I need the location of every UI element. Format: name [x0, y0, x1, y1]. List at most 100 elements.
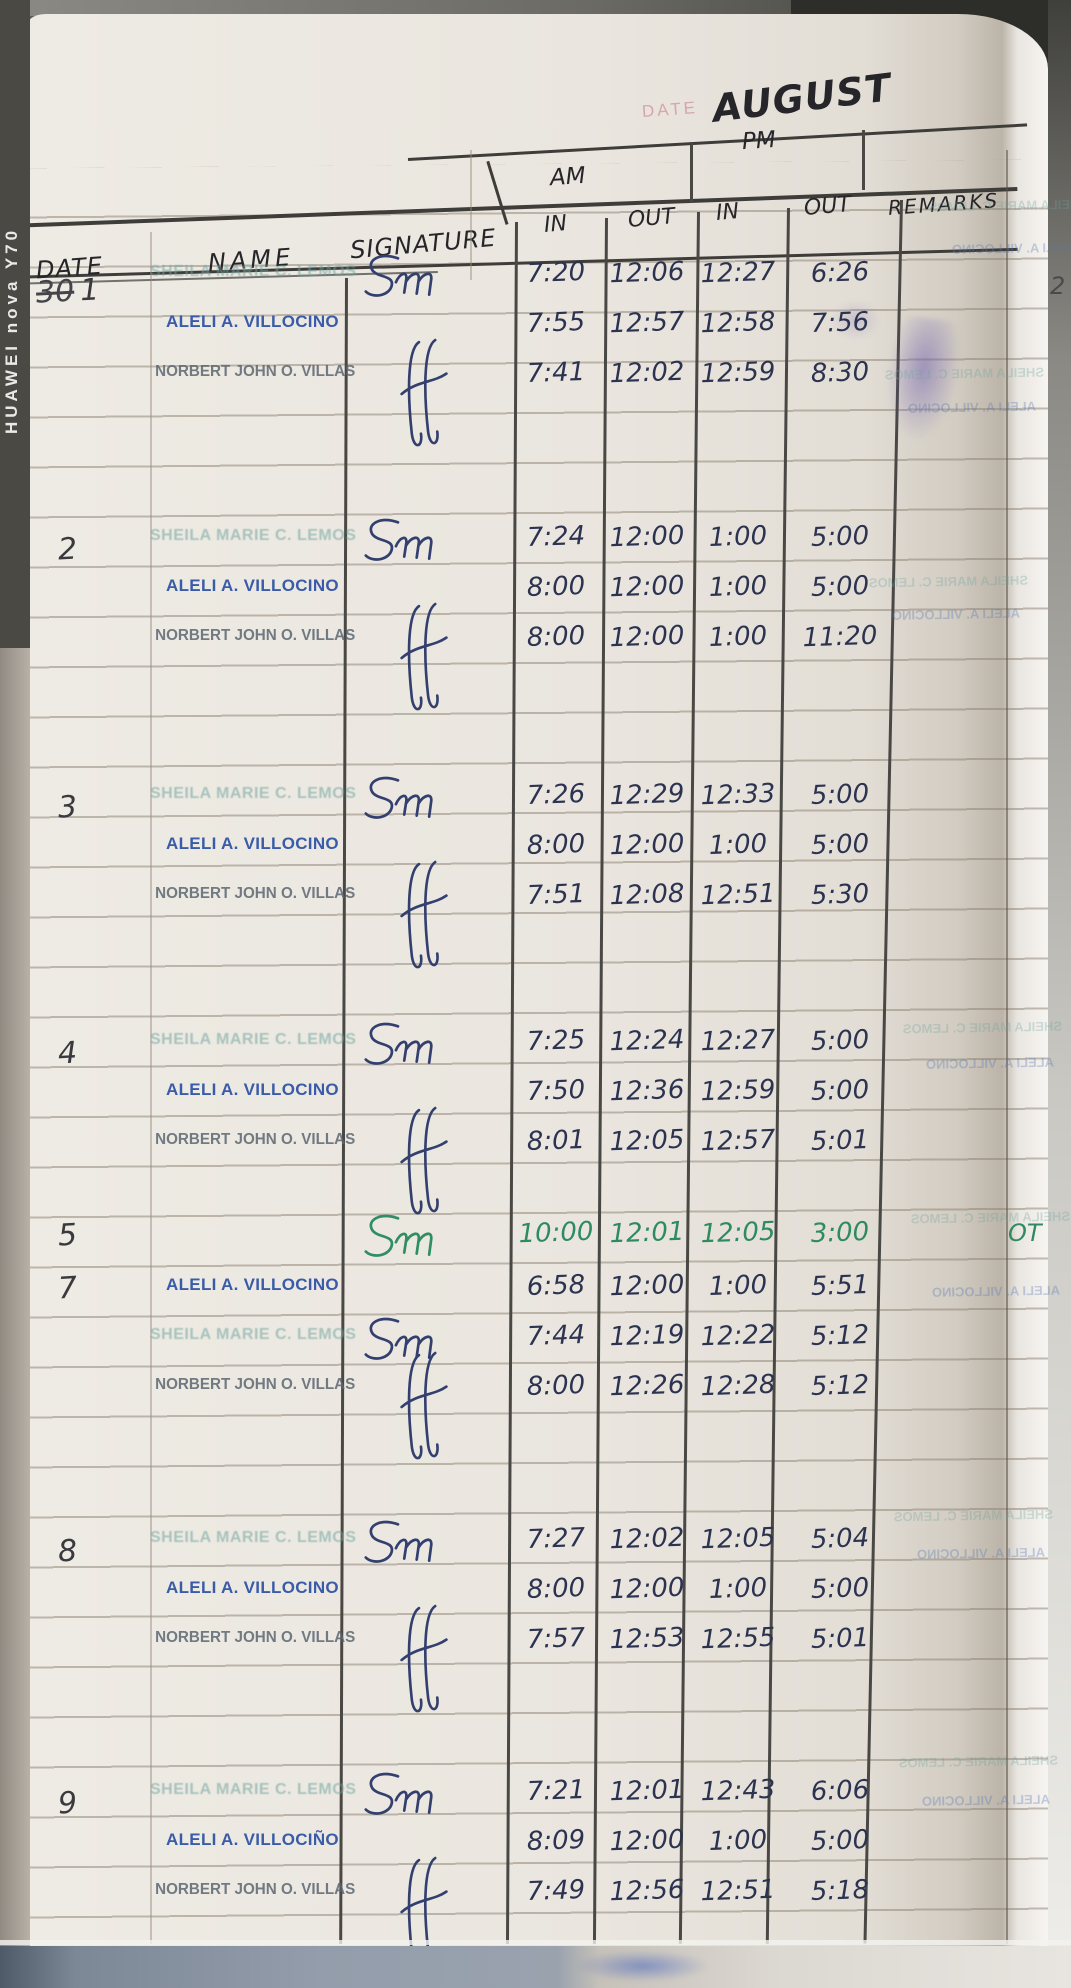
time-am-out: 12:02: [609, 356, 685, 390]
time-pm-out: 5:12: [810, 1369, 870, 1403]
time-am-in: 7:51: [526, 878, 586, 912]
time-am-in: 7:41: [526, 356, 586, 390]
signature-mark: [364, 254, 433, 297]
day-number: 4: [57, 1036, 78, 1072]
printed-column-line: [150, 232, 152, 1944]
stamp-bleedthrough: SHEILA MARIE C. LEMOS: [884, 364, 1045, 383]
time-pm-in: 12:27: [700, 256, 776, 290]
day-number-value: 1: [79, 272, 101, 309]
name-stamp: SHEILA MARIE C. LEMOS: [150, 527, 357, 544]
time-am-in: 7:27: [526, 1522, 586, 1556]
am-cell-slant: [486, 160, 509, 225]
signature-mark: [364, 1772, 433, 1815]
page-bottom-edge: [0, 1940, 1071, 1945]
name-stamp: SHEILA MARIE C. LEMOS: [150, 263, 357, 280]
day-number-value: 9: [57, 1785, 78, 1822]
header-line-mid: [7, 186, 1018, 228]
time-am-in: 7:57: [526, 1622, 586, 1656]
time-pm-in: 12:51: [700, 1874, 776, 1908]
time-pm-out: 5:12: [810, 1319, 870, 1353]
signature-mark: [364, 1520, 433, 1563]
time-am-out: 12:24: [609, 1024, 685, 1058]
time-am-out: 12:00: [609, 620, 685, 654]
signature-mark: [364, 776, 433, 819]
time-pm-out: 5:00: [810, 1572, 870, 1606]
signature-mark: [400, 860, 448, 969]
am-out-header: OUT: [626, 204, 676, 233]
time-am-out: 12:36: [609, 1074, 685, 1108]
name-stamp: NORBERT JOHN O. VILLAS: [155, 1376, 356, 1393]
stamp-bleedthrough: SHEILA MARIE C. LEMOS: [910, 1208, 1071, 1227]
time-pm-out: 5:51: [810, 1269, 870, 1303]
time-pm-in: 1:00: [708, 1269, 768, 1303]
day-number: 5: [57, 1218, 78, 1254]
day-number-crossed: 30: [35, 273, 76, 311]
day-number-value: 3: [57, 789, 78, 826]
ampm-divider: [690, 142, 693, 202]
time-am-in: 7:24: [526, 520, 586, 554]
signature-mark: [364, 1022, 433, 1065]
watermark-strip: HUAWEI nova Y70: [0, 0, 30, 648]
time-am-in: 7:20: [526, 256, 586, 290]
time-am-out: 12:05: [609, 1124, 685, 1158]
am-in-header: IN: [542, 211, 568, 238]
am-header: AM: [549, 162, 587, 192]
time-am-out: 12:00: [609, 1269, 685, 1303]
name-stamp: ALELI A. VILLOCINO: [166, 1080, 339, 1099]
time-am-in: 8:09: [526, 1824, 586, 1858]
time-am-out: 12:57: [609, 306, 685, 340]
month-title: AUGUST: [709, 65, 894, 131]
time-pm-out: 6:26: [810, 256, 870, 290]
page-edge-number: 2: [1050, 272, 1066, 300]
stamp-bleedthrough: ALELI A. VILLOCINO: [907, 398, 1037, 416]
name-stamp: ALELI A. VILLOCINO: [166, 834, 339, 853]
signature-mark: [364, 1214, 433, 1257]
time-pm-in: 12:43: [700, 1774, 776, 1808]
time-pm-in: 1:00: [708, 520, 768, 554]
time-pm-out: 6:06: [810, 1774, 870, 1808]
time-am-out: 12:00: [609, 1572, 685, 1606]
time-am-in: 7:49: [526, 1874, 586, 1908]
name-stamp: NORBERT JOHN O. VILLAS: [155, 363, 356, 380]
pm-in-header: IN: [714, 199, 740, 226]
time-pm-out: 5:01: [810, 1622, 870, 1656]
time-pm-out: 5:00: [810, 1824, 870, 1858]
time-pm-out: 5:00: [810, 778, 870, 812]
time-am-in: 7:55: [526, 306, 586, 340]
time-am-out: 12:00: [609, 570, 685, 604]
day-number: 3: [57, 790, 78, 826]
time-pm-out: 5:00: [810, 828, 870, 862]
day-number-value: 7: [57, 1270, 78, 1307]
time-am-in: 8:00: [526, 1572, 586, 1606]
printed-column-line2: [470, 150, 472, 280]
stamp-bleedthrough: SHEILA MARIE C. LEMOS: [928, 196, 1071, 215]
time-pm-out: 5:18: [810, 1874, 870, 1908]
day-number: 7: [57, 1271, 78, 1307]
time-am-in: 7:50: [526, 1074, 586, 1108]
day-number: 9: [57, 1786, 78, 1822]
signature-mark: [400, 1106, 448, 1215]
time-pm-out: 8:30: [810, 356, 870, 390]
time-pm-out: 5:00: [810, 1024, 870, 1058]
signature-mark: [400, 1351, 448, 1460]
time-pm-in: 12:58: [700, 306, 776, 340]
name-stamp: SHEILA MARIE C. LEMOS: [150, 1031, 357, 1048]
name-stamp: ALELI A. VILLOCINO: [166, 1578, 339, 1597]
name-stamp: ALELI A. VILLOCINO: [166, 576, 339, 595]
time-pm-in: 12:55: [700, 1622, 776, 1656]
time-pm-in: 12:59: [700, 356, 776, 390]
day-number-value: 4: [57, 1035, 78, 1072]
stamp-bleedthrough: SHEILA MARIE C. LEMOS: [902, 1018, 1063, 1037]
name-stamp: NORBERT JOHN O. VILLAS: [155, 1131, 356, 1148]
time-am-in: 8:00: [526, 828, 586, 862]
time-am-out: 12:56: [609, 1874, 685, 1908]
name-stamp: ALELI A. VILLOCINO: [166, 312, 339, 331]
time-am-in: 7:21: [526, 1774, 586, 1808]
signature-mark: [400, 602, 448, 711]
time-am-out: 12:02: [609, 1522, 685, 1556]
time-pm-in: 1:00: [708, 1824, 768, 1858]
time-pm-in: 12:57: [700, 1124, 776, 1158]
time-am-out: 12:01: [609, 1216, 685, 1250]
stamp-bleedthrough: ALELI A. VILLOCINO: [951, 239, 1071, 257]
